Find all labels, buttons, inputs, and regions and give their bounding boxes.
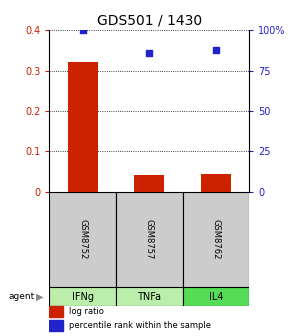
Bar — [183, 287, 249, 306]
Bar — [134, 175, 164, 192]
Title: GDS501 / 1430: GDS501 / 1430 — [97, 14, 202, 28]
Bar — [49, 192, 116, 287]
Text: IFNg: IFNg — [72, 292, 94, 301]
Text: GSM8762: GSM8762 — [211, 219, 221, 260]
Bar — [116, 287, 183, 306]
Text: TNFa: TNFa — [137, 292, 161, 301]
Point — [147, 50, 152, 55]
Point — [80, 28, 85, 33]
Text: IL4: IL4 — [209, 292, 223, 301]
Bar — [68, 62, 98, 192]
Bar — [49, 287, 116, 306]
Text: log ratio: log ratio — [69, 307, 104, 316]
Text: ▶: ▶ — [36, 292, 44, 301]
Bar — [183, 192, 249, 287]
Point — [214, 48, 218, 53]
Bar — [116, 192, 183, 287]
Bar — [49, 320, 63, 331]
Text: GSM8757: GSM8757 — [145, 219, 154, 260]
Text: percentile rank within the sample: percentile rank within the sample — [69, 321, 211, 330]
Text: GSM8752: GSM8752 — [78, 219, 87, 259]
Bar — [201, 174, 231, 192]
Text: agent: agent — [9, 292, 35, 301]
Bar — [49, 306, 63, 317]
